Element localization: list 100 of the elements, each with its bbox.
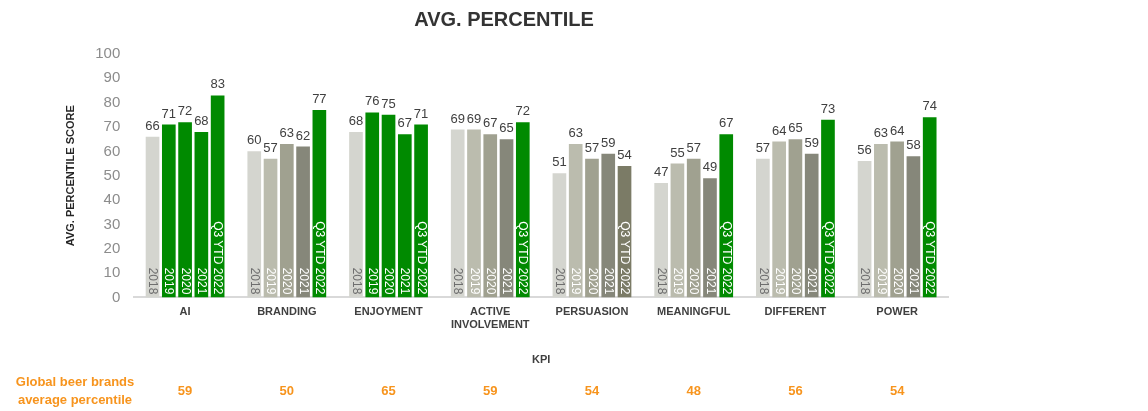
text: 65 xyxy=(381,382,396,398)
data-label: 72 xyxy=(177,103,193,119)
data-label: 64 xyxy=(771,122,787,138)
bar xyxy=(686,158,701,298)
text: Q3 YTD 2022 xyxy=(313,221,328,295)
text: 2021 xyxy=(907,267,922,295)
text: 2020 xyxy=(382,267,397,295)
x-tick-label: BRANDING xyxy=(257,305,317,318)
x-tick-label: ENJOYMENT xyxy=(354,305,424,318)
text: 2020 xyxy=(585,267,600,295)
data-label: 71 xyxy=(161,105,177,121)
text: 2018 xyxy=(654,267,669,295)
y-axis-title: AVG. PERCENTILE SCORE xyxy=(63,105,76,247)
data-label: 68 xyxy=(194,112,209,128)
text: 2018 xyxy=(349,267,364,295)
data-label: 63 xyxy=(568,125,583,141)
bar xyxy=(585,158,599,298)
data-label: 69 xyxy=(466,110,482,126)
data-label: 77 xyxy=(312,91,327,107)
x-tick-label: DIFFERENT xyxy=(764,305,827,318)
text: 2021 xyxy=(805,267,820,295)
text: 2019 xyxy=(874,267,889,295)
text: 2019 xyxy=(569,267,584,295)
data-label: 57 xyxy=(263,139,278,155)
text: 2018 xyxy=(858,267,873,295)
bar xyxy=(601,153,616,298)
data-label: 58 xyxy=(906,137,921,153)
data-label: 56 xyxy=(857,142,872,158)
bar xyxy=(804,153,819,298)
text: 48 xyxy=(686,382,701,398)
bar xyxy=(279,144,294,298)
series-label: 2018 xyxy=(451,267,466,295)
data-label: 71 xyxy=(413,105,429,121)
x-tick-label: ACTIVE INVOLVEMENT xyxy=(450,305,530,331)
text: Q3 YTD 2022 xyxy=(211,221,226,295)
bar xyxy=(874,144,888,298)
text: 2021 xyxy=(601,267,616,295)
bar xyxy=(296,146,310,298)
series-label: 2021 xyxy=(296,267,311,295)
y-tick-label: 60 xyxy=(103,141,121,159)
text: Q3 YTD 2022 xyxy=(821,221,836,295)
text: 2018 xyxy=(553,267,568,295)
data-label: 62 xyxy=(295,127,311,143)
text: 2019 xyxy=(671,267,686,295)
data-label: 64 xyxy=(889,122,905,138)
x-tick-label: PERSUASION xyxy=(555,305,629,318)
y-tick-label: 10 xyxy=(103,263,121,281)
text: Q3 YTD 2022 xyxy=(923,221,938,295)
bar xyxy=(467,129,481,298)
x-axis-title: KPI xyxy=(531,353,551,366)
data-label: 83 xyxy=(210,76,225,92)
series-label: 2019 xyxy=(365,267,380,295)
y-tick-label: 50 xyxy=(103,165,121,183)
data-label: 54 xyxy=(617,147,632,163)
text: 50 xyxy=(279,382,295,398)
y-tick-label: 70 xyxy=(103,117,121,135)
text: 54 xyxy=(889,382,906,398)
text: 2019 xyxy=(264,267,279,295)
series-label: Q3 YTD 2022 xyxy=(414,221,429,295)
data-label: 76 xyxy=(365,93,380,109)
text: Q3 YTD 2022 xyxy=(719,221,734,295)
x-tick-label: POWER xyxy=(876,305,918,318)
data-label: 63 xyxy=(279,125,295,141)
bar xyxy=(568,144,583,298)
text: 2020 xyxy=(178,267,193,295)
bar xyxy=(483,134,498,298)
data-label: 65 xyxy=(788,120,803,136)
text: 2018 xyxy=(247,267,262,295)
text: Q3 YTD 2022 xyxy=(516,221,531,295)
text: Global beer brands average percentile xyxy=(15,373,135,407)
text: 2021 xyxy=(703,267,718,295)
x-tick-label: MEANINGFUL xyxy=(657,305,731,318)
data-label: 67 xyxy=(397,115,413,131)
text: 2020 xyxy=(687,267,702,295)
data-label: 67 xyxy=(719,115,734,131)
y-tick-label: 100 xyxy=(95,44,121,62)
bar xyxy=(772,141,786,298)
text: 2020 xyxy=(280,267,295,295)
text: 2019 xyxy=(162,267,177,295)
bar xyxy=(703,178,717,298)
data-label: 63 xyxy=(873,125,889,141)
text: 2021 xyxy=(398,267,413,295)
data-label: 49 xyxy=(702,159,718,175)
text: 59 xyxy=(177,382,193,398)
text: 2021 xyxy=(500,267,515,295)
data-label: 59 xyxy=(804,134,819,150)
text: 2020 xyxy=(890,267,905,295)
data-label: 47 xyxy=(653,164,669,180)
text: 2018 xyxy=(756,267,771,295)
y-tick-label: 0 xyxy=(111,287,121,305)
text: 2021 xyxy=(195,267,210,295)
text: 54 xyxy=(584,382,600,398)
y-tick-label: 40 xyxy=(103,190,121,208)
text: 59 xyxy=(483,382,498,398)
data-label: 67 xyxy=(483,115,498,131)
data-label: 60 xyxy=(247,132,262,148)
data-label: 57 xyxy=(686,139,701,155)
data-label: 73 xyxy=(820,100,836,116)
data-label: 69 xyxy=(450,110,465,126)
text: 2019 xyxy=(772,267,787,295)
